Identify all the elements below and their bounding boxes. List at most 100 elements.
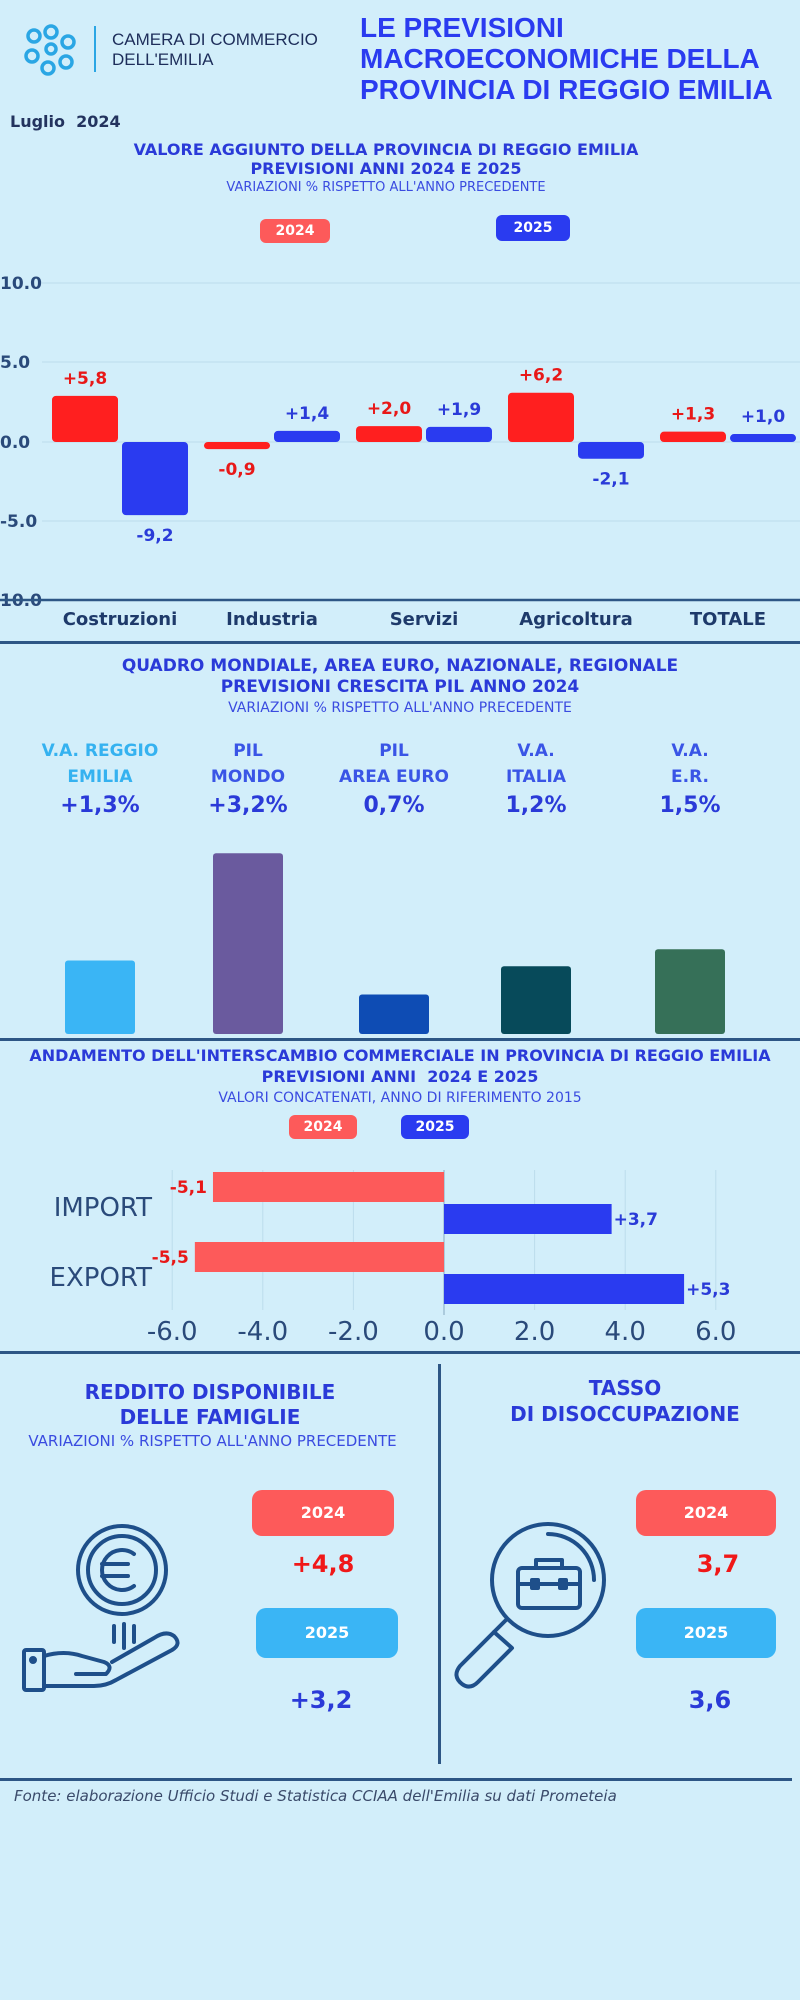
x-category-label: Costruzioni bbox=[63, 609, 178, 630]
bar-2024 bbox=[204, 442, 270, 450]
x-category-label: Industria bbox=[226, 609, 318, 630]
data-label: +6,2 bbox=[519, 366, 563, 386]
legend3-2024: 2024 bbox=[289, 1115, 357, 1139]
gdp-bar bbox=[655, 949, 725, 1034]
pil-value: 1,5% bbox=[659, 793, 721, 818]
data-label: +1,3 bbox=[671, 405, 715, 425]
page-title-line2: MACROECONOMICHE DELLA bbox=[360, 43, 760, 74]
bar-2025 bbox=[730, 434, 796, 442]
bar-2024 bbox=[660, 431, 726, 442]
bar-2024 bbox=[52, 395, 118, 442]
bar-2025 bbox=[122, 442, 188, 516]
section3-subtitle: VALORI CONCATENATI, ANNO DI RIFERIMENTO … bbox=[218, 1090, 582, 1106]
reddito-pill-2025: 2025 bbox=[256, 1608, 398, 1658]
section2-title-line1: QUADRO MONDIALE, AREA EURO, NAZIONALE, R… bbox=[121, 656, 679, 676]
page-title-line1: LE PREVISIONI bbox=[360, 12, 564, 43]
x-tick-label: -6.0 bbox=[147, 1317, 198, 1347]
gdp-bar bbox=[213, 853, 283, 1034]
pil-label-line1: PIL bbox=[233, 741, 263, 761]
camera-logo-icon bbox=[24, 24, 76, 76]
legend-2025: 2025 bbox=[496, 215, 570, 241]
x-tick-label: -2.0 bbox=[328, 1317, 379, 1347]
disoc-title-line1: TASSO bbox=[588, 1376, 662, 1400]
section-divider-2 bbox=[0, 1038, 800, 1041]
reddito-value-2025: +3,2 bbox=[289, 1686, 353, 1714]
bar-2025 bbox=[274, 430, 340, 442]
pil-label-line1: V.A. REGGIO bbox=[41, 741, 159, 761]
data-label: +2,0 bbox=[367, 399, 412, 419]
x-tick-label: 2.0 bbox=[514, 1317, 555, 1347]
disoc-title-line2: DI DISOCCUPAZIONE bbox=[510, 1402, 740, 1426]
data-label: -5,1 bbox=[170, 1178, 207, 1198]
pil-label-line2: ITALIA bbox=[505, 767, 567, 787]
report-date: Luglio 2024 bbox=[10, 112, 121, 131]
page-title: LE PREVISIONI MACROECONOMICHE DELLA PROV… bbox=[360, 12, 773, 105]
pil-label-line1: V.A. bbox=[671, 741, 709, 761]
section2-title-line2: PREVISIONI CRESCITA PIL ANNO 2024 bbox=[220, 677, 580, 697]
legend-2024: 2024 bbox=[260, 219, 330, 243]
pil-column: V.A. ITALIA 1,2% bbox=[456, 738, 616, 823]
disoc-value-2024: 3,7 bbox=[696, 1550, 740, 1578]
gdp-growth-chart bbox=[65, 853, 725, 1034]
pil-column: PIL MONDO +3,2% bbox=[168, 738, 328, 823]
disoc-pill-2025: 2025 bbox=[636, 1608, 776, 1658]
org-name-line2: DELL'EMILIA bbox=[112, 50, 214, 69]
section-divider-4 bbox=[0, 1778, 792, 1781]
data-label: -0,9 bbox=[218, 460, 255, 480]
section2-subtitle: VARIAZIONI % RISPETTO ALL'ANNO PRECEDENT… bbox=[228, 700, 572, 716]
section1-title-line2: PREVISIONI ANNI 2024 E 2025 bbox=[250, 159, 522, 178]
disoc-pill-2024: 2024 bbox=[636, 1490, 776, 1536]
section-divider-1 bbox=[0, 641, 800, 644]
pil-label-line2: EMILIA bbox=[67, 767, 133, 787]
data-label: -5,5 bbox=[152, 1248, 189, 1268]
section1-title-line1: VALORE AGGIUNTO DELLA PROVINCIA DI REGGI… bbox=[133, 140, 639, 159]
y-category-label: EXPORT bbox=[50, 1263, 153, 1293]
reddito-value-2024: +4,8 bbox=[291, 1550, 355, 1578]
bar-2024 bbox=[356, 426, 422, 442]
vertical-divider bbox=[438, 1364, 441, 1764]
data-label: +5,8 bbox=[63, 369, 107, 389]
pil-value: +3,2% bbox=[208, 793, 288, 818]
gdp-bar bbox=[359, 994, 429, 1034]
x-tick-label: 6.0 bbox=[695, 1317, 736, 1347]
pil-value: 0,7% bbox=[363, 793, 425, 818]
section-divider-3 bbox=[0, 1351, 800, 1354]
data-label: +3,7 bbox=[614, 1210, 658, 1230]
pil-column: V.A. REGGIO EMILIA +1,3% bbox=[20, 738, 180, 823]
data-label: +1,0 bbox=[741, 407, 786, 427]
org-divider bbox=[94, 26, 96, 72]
section1-subtitle: VARIAZIONI % RISPETTO ALL'ANNO PRECEDENT… bbox=[226, 180, 546, 195]
pil-label-line2: E.R. bbox=[671, 767, 709, 787]
data-label: -9,2 bbox=[136, 526, 173, 546]
pil-value: 1,2% bbox=[505, 793, 567, 818]
y-tick-label: 10.0 bbox=[0, 274, 42, 294]
pil-label-line2: MONDO bbox=[210, 767, 286, 787]
trade-bar-2024 bbox=[194, 1242, 444, 1272]
source-note: Fonte: elaborazione Ufficio Studi e Stat… bbox=[14, 1787, 617, 1805]
section3-title-line2: PREVISIONI ANNI 2024 E 2025 bbox=[261, 1067, 539, 1086]
trade-bar-2025 bbox=[444, 1204, 612, 1234]
y-tick-label: 0.0 bbox=[0, 433, 30, 453]
y-tick-label: -5.0 bbox=[0, 512, 37, 532]
data-label: -2,1 bbox=[592, 470, 629, 490]
disoc-value-2025: 3,6 bbox=[688, 1686, 732, 1714]
reddito-subtitle: VARIAZIONI % RISPETTO ALL'ANNO PRECEDENT… bbox=[28, 1432, 397, 1450]
section3-title-line1: ANDAMENTO DELL'INTERSCAMBIO COMMERCIALE … bbox=[29, 1046, 771, 1065]
org-name-line1: CAMERA DI COMMERCIO bbox=[112, 30, 318, 49]
bar-2025 bbox=[426, 426, 492, 442]
data-label: +1,9 bbox=[437, 400, 481, 420]
trade-bar-2024 bbox=[212, 1172, 444, 1202]
magnifier-briefcase-icon bbox=[454, 1522, 606, 1689]
y-category-label: IMPORT bbox=[54, 1193, 152, 1223]
x-tick-label: 4.0 bbox=[605, 1317, 646, 1347]
trade-bar-2025 bbox=[444, 1274, 685, 1304]
pil-label-line2: AREA EURO bbox=[339, 767, 449, 787]
pil-column: PIL AREA EURO 0,7% bbox=[314, 738, 474, 823]
trade-chart: -6.0 -4.0 -2.0 0.0 2.0 4.0 6.0 IMPORT -5,1 +3,7 EX… bbox=[50, 1170, 736, 1347]
pil-value: +1,3% bbox=[60, 793, 140, 818]
reddito-pill-2024: 2024 bbox=[252, 1490, 394, 1536]
value-added-chart: 10.05.00.0-5.010.0+5,8-9,2Costruzioni-0,… bbox=[0, 274, 800, 630]
gdp-bar bbox=[501, 966, 571, 1034]
legend3-2025: 2025 bbox=[401, 1115, 469, 1139]
x-category-label: Agricoltura bbox=[519, 609, 633, 630]
